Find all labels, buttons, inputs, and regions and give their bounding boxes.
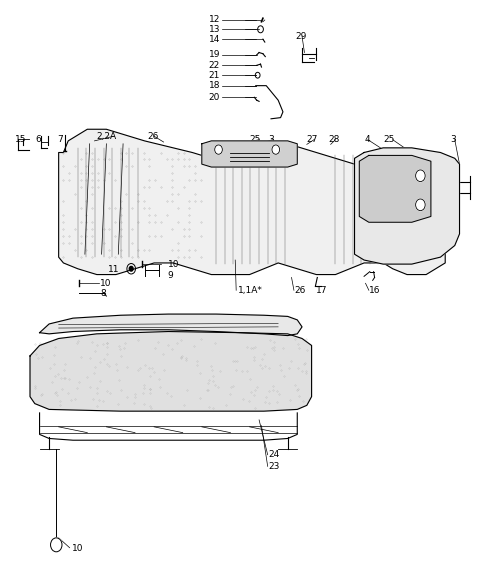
Text: 3: 3	[450, 135, 456, 144]
Polygon shape	[39, 314, 302, 336]
Text: 25: 25	[250, 135, 261, 144]
Text: 10: 10	[168, 260, 179, 269]
Text: 5,5A: 5,5A	[284, 386, 304, 395]
Circle shape	[50, 538, 62, 552]
Polygon shape	[360, 155, 431, 223]
Text: 26: 26	[294, 286, 306, 295]
Text: 4: 4	[364, 135, 370, 144]
Circle shape	[416, 199, 425, 211]
Text: 1,1A*: 1,1A*	[238, 286, 263, 295]
Text: 8: 8	[100, 288, 106, 298]
Circle shape	[215, 145, 222, 154]
Text: 24: 24	[269, 450, 280, 459]
Polygon shape	[202, 141, 297, 167]
Circle shape	[416, 170, 425, 182]
Text: 9: 9	[168, 271, 173, 280]
Text: 10: 10	[220, 318, 231, 326]
Text: 29: 29	[296, 32, 307, 41]
Text: 8: 8	[220, 328, 226, 337]
Text: 26: 26	[147, 132, 158, 141]
Text: 12: 12	[209, 16, 220, 25]
Text: 28: 28	[328, 135, 340, 144]
Text: 10: 10	[100, 279, 112, 288]
Text: 21: 21	[209, 71, 220, 79]
Text: 23: 23	[269, 462, 280, 471]
Polygon shape	[355, 148, 459, 264]
Text: 6: 6	[36, 135, 41, 144]
Text: 10: 10	[72, 544, 83, 554]
Text: 14: 14	[209, 34, 220, 44]
Text: 11: 11	[108, 265, 120, 274]
Text: 15: 15	[15, 135, 26, 144]
Circle shape	[129, 266, 133, 271]
Text: 16: 16	[369, 286, 380, 295]
Text: 18: 18	[208, 81, 220, 90]
Polygon shape	[59, 129, 445, 274]
Text: 22: 22	[209, 61, 220, 70]
Polygon shape	[30, 332, 312, 411]
Circle shape	[272, 145, 280, 154]
Text: 27: 27	[307, 135, 318, 144]
Text: 7: 7	[58, 135, 63, 144]
Text: 13: 13	[208, 25, 220, 34]
Text: 2,2A: 2,2A	[97, 132, 117, 141]
Text: 20: 20	[209, 93, 220, 102]
Text: 17: 17	[316, 286, 328, 295]
Text: 3: 3	[269, 135, 275, 144]
Text: 19: 19	[208, 50, 220, 60]
Text: 25: 25	[383, 135, 395, 144]
